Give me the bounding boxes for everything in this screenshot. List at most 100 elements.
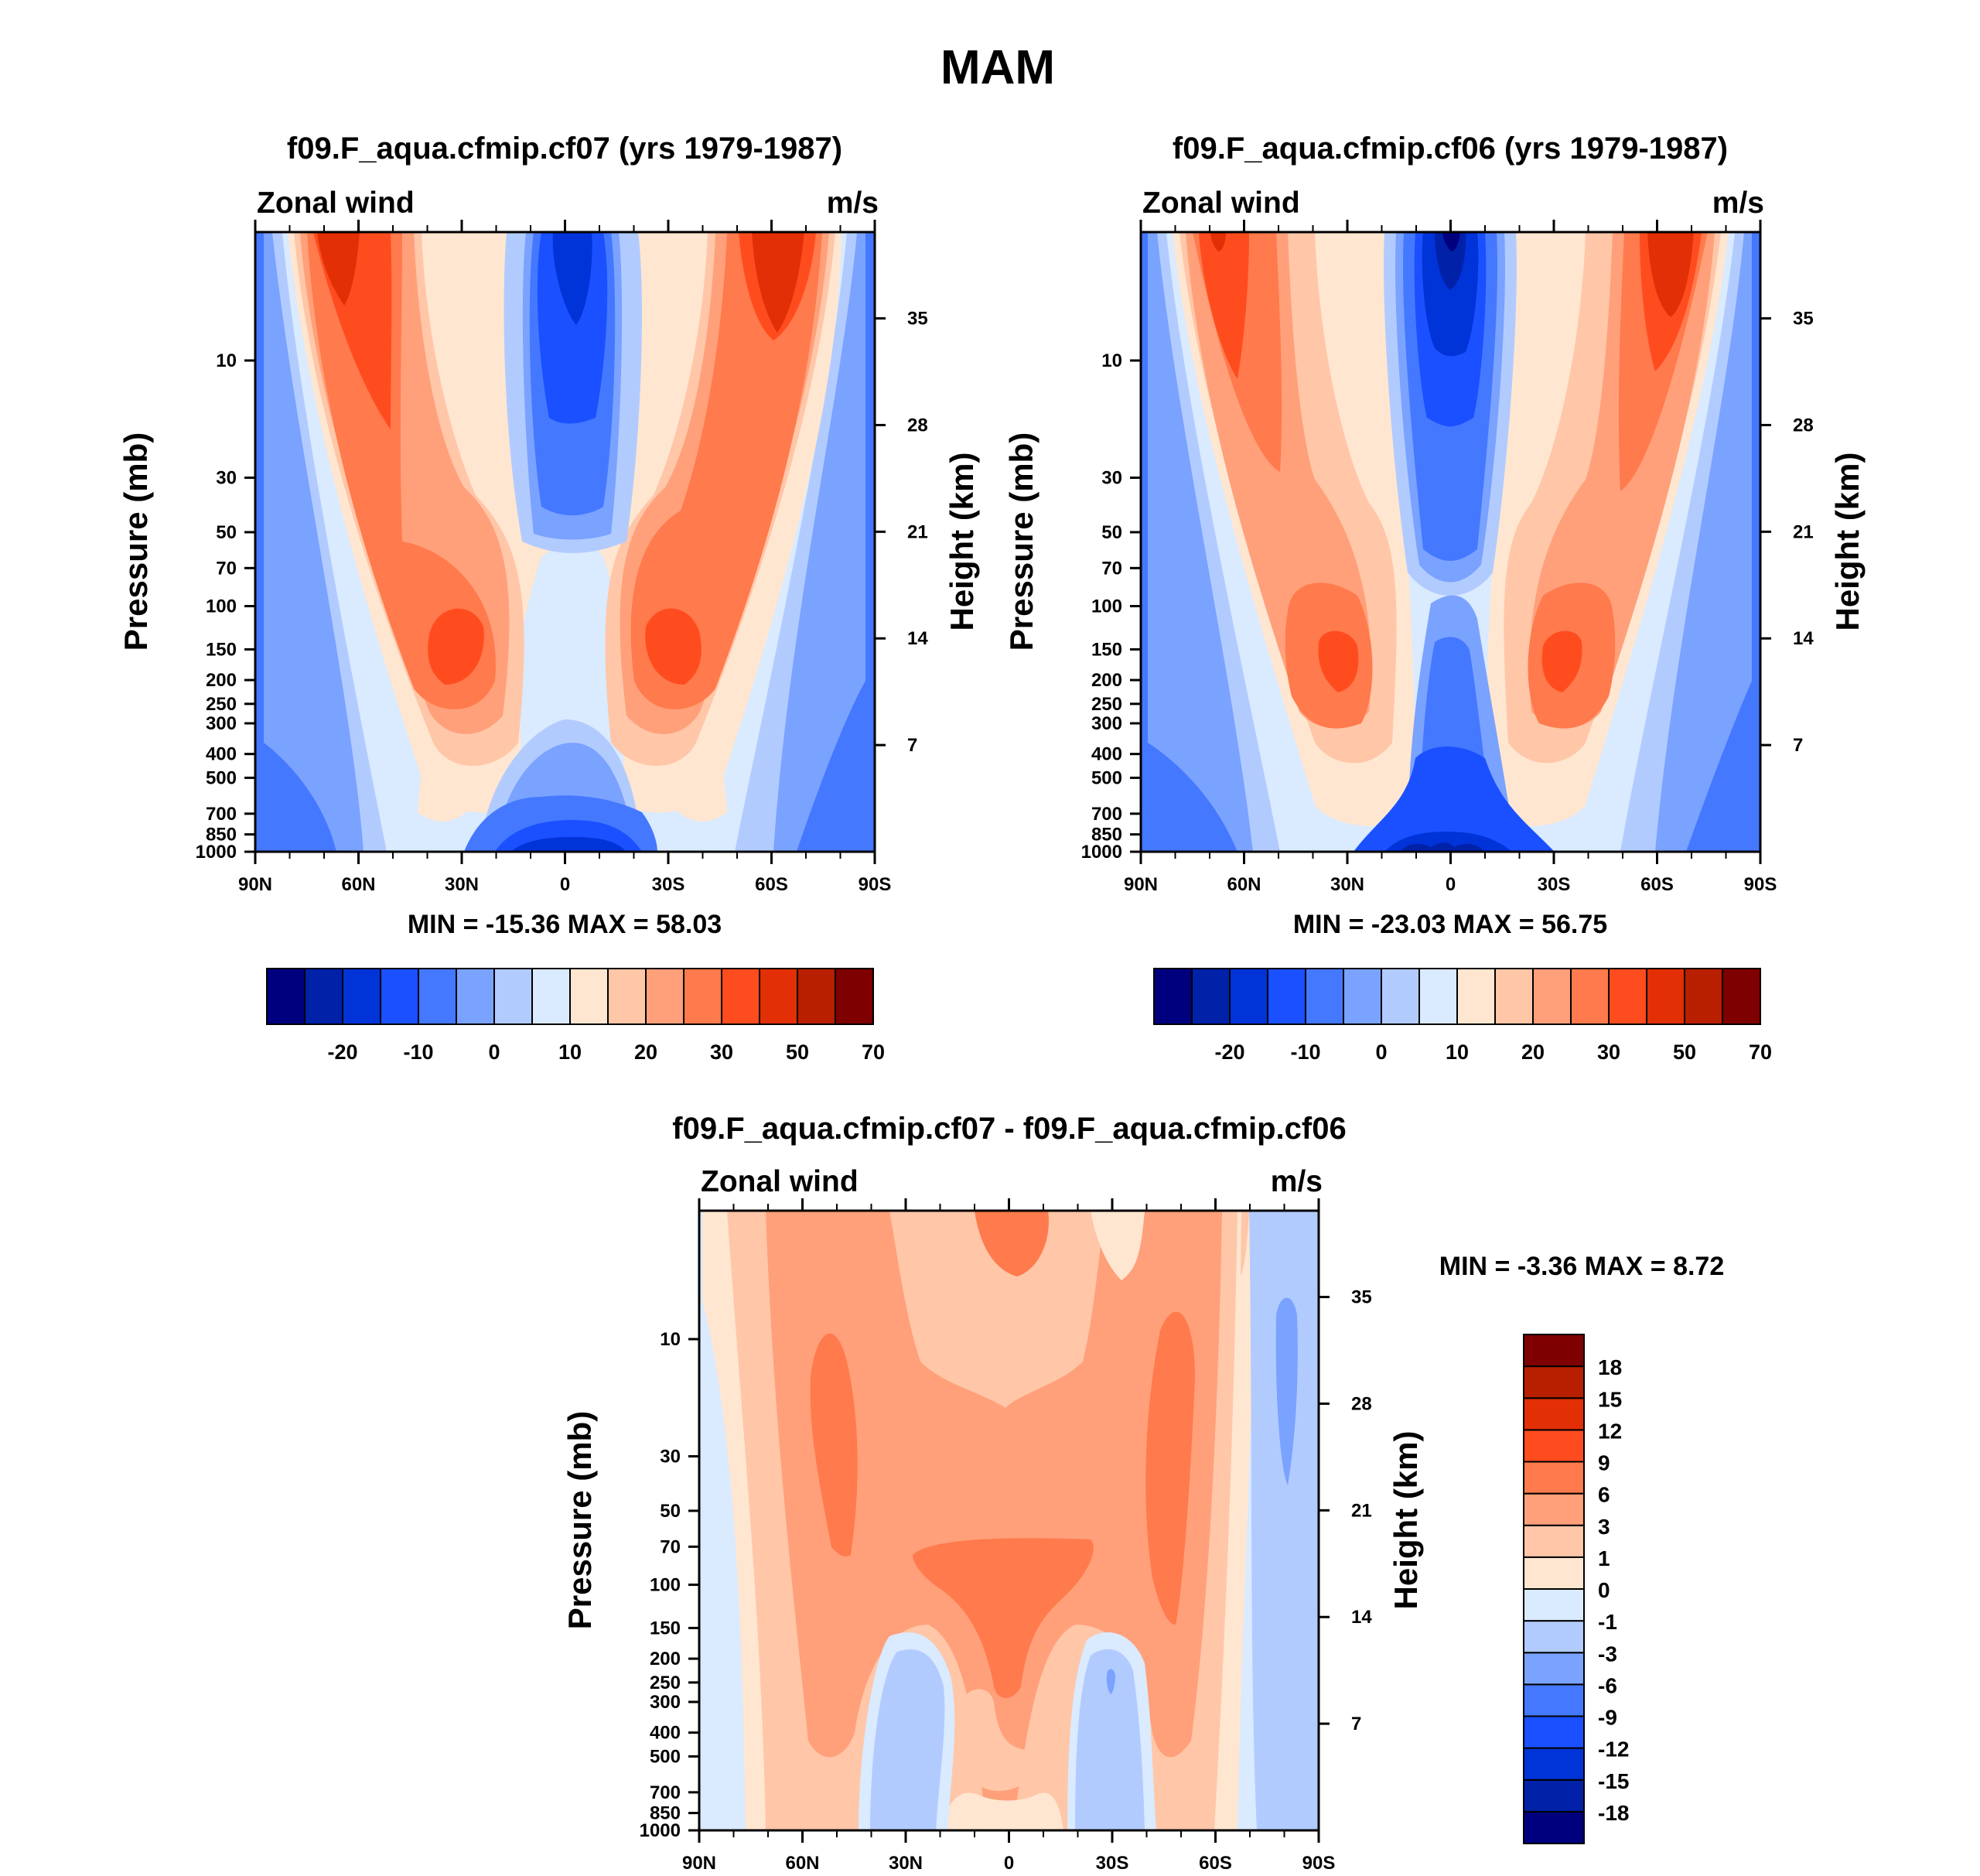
colorbar-box: [645, 968, 684, 1025]
contour-band-8: [1145, 1311, 1195, 1625]
x-tick-label: 90N: [1124, 874, 1158, 895]
contour-band-13: [630, 232, 822, 709]
contour-band-12: [940, 1792, 1063, 1830]
contour-band-29: [510, 837, 626, 852]
contour-band-18: [1249, 1211, 1319, 1830]
y-tick-label: 700: [1091, 804, 1122, 825]
y-tick-label: 700: [206, 804, 237, 825]
colorbar-box: [1523, 1779, 1585, 1813]
y-tick-label: 10: [1101, 350, 1122, 371]
colorbar-box: [380, 968, 419, 1025]
y-tick-label: 400: [650, 1723, 681, 1744]
colorbar-box: [1523, 1556, 1585, 1590]
colorbar-label: 9: [1598, 1451, 1610, 1475]
contour-band-17: [645, 608, 702, 685]
colorbar-box: [683, 968, 722, 1025]
contour-band-17: [1318, 630, 1359, 692]
colorbar-box: [266, 968, 306, 1025]
y-tick-label: 100: [206, 596, 237, 617]
colorbar-box: [1523, 1492, 1585, 1526]
contour-band-14: [870, 1649, 945, 1830]
colorbar-box: [607, 968, 647, 1025]
colorbar-box: [759, 968, 798, 1025]
contour-band-6: [1091, 1211, 1145, 1280]
colorbar-box: [1494, 968, 1534, 1025]
height-tick-label: 21: [1351, 1500, 1372, 1521]
y-axis-label: Pressure (mb): [562, 1411, 598, 1629]
y-axis-label: Pressure (mb): [1003, 432, 1040, 651]
colorbar-box: [456, 968, 495, 1025]
colorbar-label: 20: [1521, 1041, 1545, 1064]
y-tick-label: 200: [650, 1649, 681, 1669]
y-tick-label: 850: [206, 825, 237, 846]
stats-text: MIN = -15.36 MAX = 58.03: [408, 910, 722, 939]
colorbar-box: [835, 968, 874, 1025]
x-tick-label: 30S: [1096, 1853, 1129, 1874]
colorbar-box: [1523, 1397, 1585, 1431]
contour-band-23: [537, 232, 608, 424]
axes: 1030507010015020025030040050070085010003…: [1081, 220, 1814, 895]
y-tick-label: 1000: [1081, 842, 1122, 863]
colorbar: -20 -10 0 10 20 30 50 70: [266, 968, 885, 1064]
colorbar-label: 18: [1598, 1355, 1622, 1379]
colorbar-label: 0: [1598, 1578, 1610, 1602]
colorbar-label: 10: [1446, 1041, 1469, 1064]
colorbar-box: [1523, 1524, 1585, 1558]
colorbar-label: 70: [862, 1041, 885, 1064]
contour-band-30: [812, 696, 875, 852]
x-tick-label: 90S: [859, 874, 892, 895]
contour-band-11: [967, 1689, 1047, 1791]
colorbar-label: 10: [558, 1041, 582, 1064]
contour-band-5: [889, 1211, 1106, 1408]
y-tick-label: 10: [216, 350, 237, 371]
colorbar-box: [1523, 1683, 1585, 1717]
contour-band-32: [1400, 842, 1485, 852]
colorbar-label: 30: [710, 1041, 733, 1064]
colorbar-box: [1191, 968, 1231, 1025]
y-axis-label-right: Height (km): [1388, 1431, 1424, 1610]
y-tick-label: 300: [1091, 713, 1122, 734]
y-tick-label: 1000: [640, 1820, 681, 1841]
colorbar-box: [418, 968, 457, 1025]
colorbar-box: [797, 968, 836, 1025]
colorbar-label: 0: [488, 1041, 500, 1064]
colorbar-box: [1381, 968, 1420, 1025]
colorbar-box: [1523, 1715, 1585, 1749]
y-tick-label: 500: [206, 767, 237, 788]
colorbar-box: [721, 968, 760, 1025]
panel-difference: f09.F_aqua.cfmip.cf07 - f09.F_aqua.cfmip…: [562, 1112, 1724, 1874]
colorbar-label: 3: [1598, 1515, 1610, 1539]
y-tick-label: 150: [1091, 639, 1122, 660]
x-tick-label: 30S: [652, 874, 685, 895]
colorbar-box: [1343, 968, 1382, 1025]
panel-cf07: f09.F_aqua.cfmip.cf07 (yrs 1979-1987) Zo…: [118, 132, 980, 1064]
colorbar-label: -1: [1598, 1610, 1617, 1634]
figure-title: MAM: [940, 41, 1055, 94]
height-tick-label: 7: [907, 735, 917, 756]
y-tick-label: 50: [660, 1501, 681, 1522]
colorbar-label: 30: [1597, 1041, 1620, 1064]
panel-title: f09.F_aqua.cfmip.cf07 (yrs 1979-1987): [287, 132, 842, 166]
height-tick-label: 14: [907, 628, 928, 649]
colorbar-box: [493, 968, 533, 1025]
colorbar: -20 -10 0 10 20 30 50 70: [1153, 968, 1772, 1064]
y-tick-label: 30: [660, 1446, 681, 1467]
colorbar-box: [1153, 968, 1193, 1025]
panel-title: f09.F_aqua.cfmip.cf06 (yrs 1979-1987): [1173, 132, 1728, 166]
right-string: m/s: [1271, 1165, 1323, 1198]
contour-band-10: [975, 1211, 1049, 1276]
height-tick-label: 35: [1351, 1287, 1372, 1308]
left-string: Zonal wind: [701, 1165, 859, 1198]
colorbar-box: [1722, 968, 1761, 1025]
colorbar-label: 6: [1598, 1483, 1610, 1507]
y-tick-label: 70: [216, 558, 237, 579]
y-tick-label: 50: [216, 522, 237, 543]
height-tick-label: 14: [1793, 628, 1814, 649]
x-tick-label: 30N: [889, 1853, 923, 1874]
contour-band-20: [1647, 232, 1694, 317]
colorbar-box: [1532, 968, 1572, 1025]
x-tick-label: 30N: [445, 874, 479, 895]
x-tick-label: 60S: [1640, 874, 1674, 895]
colorbar-label: -10: [1290, 1041, 1320, 1064]
